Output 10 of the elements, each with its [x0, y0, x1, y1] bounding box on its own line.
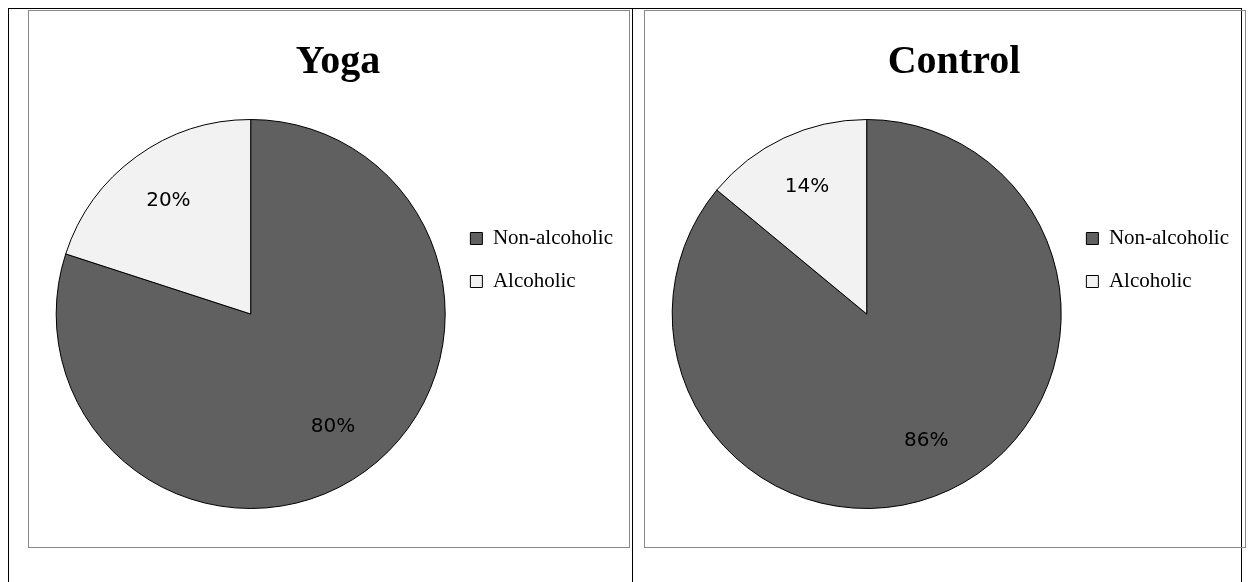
data-label: 14% [784, 173, 830, 198]
legend-label: Alcoholic [1108, 268, 1192, 293]
legend-label: Alcoholic [492, 268, 576, 293]
data-label: 80% [310, 413, 356, 438]
data-label: 86% [904, 426, 949, 451]
chart-title: Yoga [295, 37, 381, 83]
legend-label: Non-alcoholic [1108, 225, 1229, 250]
chart-title: Control [887, 37, 1021, 83]
data-label: 20% [146, 186, 191, 211]
legend-label: Non-alcoholic [492, 225, 613, 250]
